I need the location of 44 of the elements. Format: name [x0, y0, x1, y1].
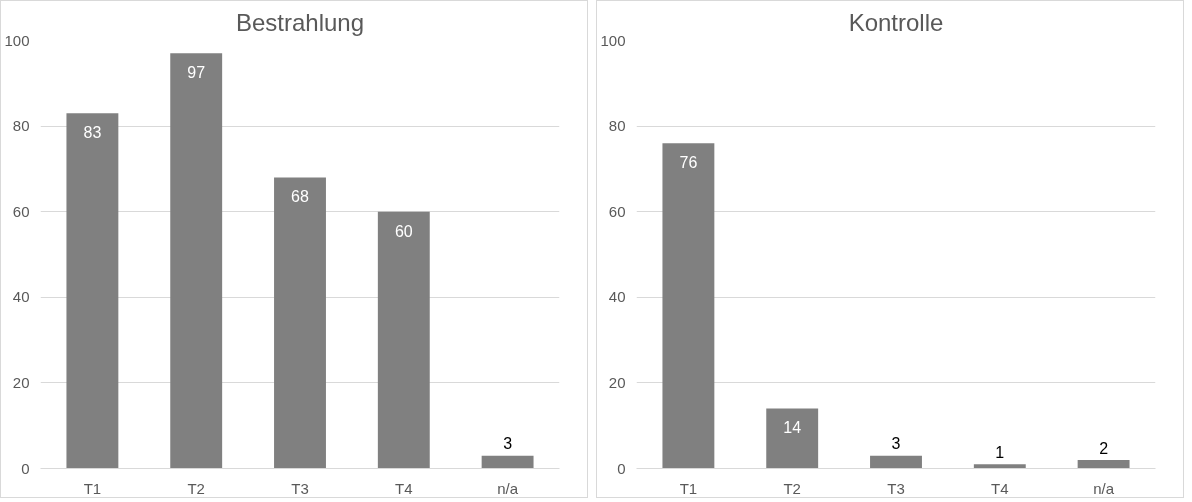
data-label: 14	[783, 419, 802, 437]
x-tick-label: T4	[395, 479, 413, 497]
bar	[973, 464, 1026, 469]
bar	[170, 53, 223, 469]
data-label: 83	[83, 124, 102, 142]
y-tick-label: 40	[12, 288, 30, 306]
data-label: 2	[1099, 439, 1109, 457]
x-tick-label: n/a	[497, 479, 519, 497]
x-tick-label: T3	[887, 479, 905, 497]
chart-title: Kontrolle	[848, 8, 944, 36]
x-tick-label: T4	[991, 479, 1009, 497]
x-tick-label: T1	[83, 479, 102, 497]
x-tick-label: T2	[783, 479, 801, 497]
y-tick-label: 80	[12, 117, 30, 135]
y-tick-label: 100	[600, 31, 626, 49]
bar	[274, 177, 326, 469]
x-tick-label: T2	[187, 479, 205, 497]
bar	[1077, 459, 1130, 469]
bar	[662, 143, 715, 469]
bar	[377, 211, 430, 469]
y-tick-label: 20	[12, 373, 30, 391]
data-label: 1	[995, 443, 1005, 461]
data-label: 3	[503, 435, 513, 453]
data-label: 60	[394, 222, 413, 240]
data-label: 76	[679, 154, 698, 172]
data-label: 3	[891, 435, 901, 453]
x-tick-label: T3	[291, 479, 309, 497]
y-tick-label: 20	[608, 373, 626, 391]
bar	[66, 113, 119, 469]
data-label: 68	[291, 188, 309, 206]
chart-title: Bestrahlung	[235, 8, 365, 36]
bar	[870, 455, 922, 469]
data-label: 97	[187, 64, 206, 82]
y-tick-label: 40	[608, 288, 626, 306]
y-tick-label: 100	[4, 31, 30, 49]
y-tick-label: 60	[12, 202, 30, 220]
x-tick-label: n/a	[1093, 479, 1115, 497]
bar	[481, 455, 534, 469]
y-tick-label: 60	[608, 202, 626, 220]
x-tick-label: T1	[679, 479, 698, 497]
y-tick-label: 0	[617, 459, 626, 477]
bar	[766, 408, 819, 469]
y-tick-label: 0	[21, 459, 30, 477]
y-tick-label: 80	[608, 117, 626, 135]
